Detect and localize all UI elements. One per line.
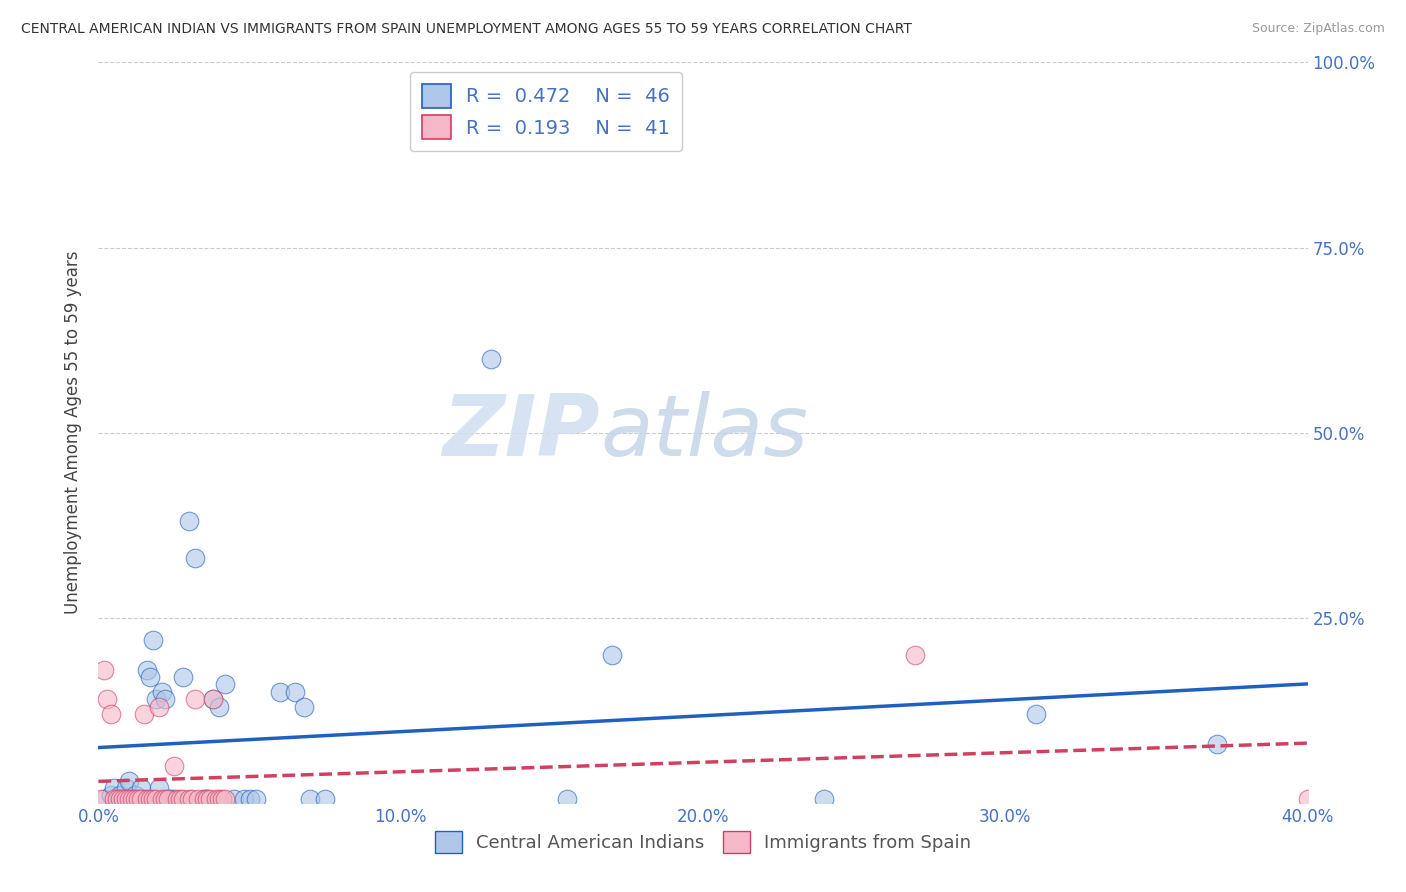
- Point: [1206, 737, 1229, 751]
- Point: [111, 792, 134, 806]
- Point: [184, 692, 207, 706]
- Point: [153, 692, 176, 706]
- Point: [904, 648, 927, 662]
- Point: [163, 758, 186, 772]
- Point: [224, 792, 246, 806]
- Point: [142, 792, 165, 806]
- Point: [179, 792, 201, 806]
- Point: [172, 670, 194, 684]
- Point: [202, 692, 225, 706]
- Point: [245, 792, 267, 806]
- Point: [314, 792, 336, 806]
- Point: [118, 773, 141, 788]
- Point: [103, 780, 125, 795]
- Point: [239, 792, 262, 806]
- Legend: Central American Indians, Immigrants from Spain: Central American Indians, Immigrants fro…: [427, 824, 979, 861]
- Point: [105, 794, 128, 808]
- Point: [93, 663, 115, 677]
- Point: [114, 792, 136, 806]
- Point: [132, 706, 155, 721]
- Point: [105, 792, 128, 806]
- Point: [181, 792, 204, 806]
- Point: [100, 789, 122, 803]
- Point: [148, 699, 170, 714]
- Point: [211, 792, 233, 806]
- Point: [135, 792, 157, 806]
- Text: atlas: atlas: [600, 391, 808, 475]
- Point: [150, 792, 173, 806]
- Point: [813, 792, 835, 806]
- Point: [150, 685, 173, 699]
- Point: [160, 792, 183, 806]
- Point: [163, 792, 186, 806]
- Point: [118, 792, 141, 806]
- Point: [139, 670, 162, 684]
- Point: [555, 792, 578, 806]
- Point: [214, 677, 236, 691]
- Point: [179, 515, 201, 529]
- Point: [135, 663, 157, 677]
- Point: [299, 792, 322, 806]
- Point: [205, 792, 228, 806]
- Point: [108, 792, 131, 806]
- Point: [103, 792, 125, 806]
- Point: [127, 792, 149, 806]
- Text: CENTRAL AMERICAN INDIAN VS IMMIGRANTS FROM SPAIN UNEMPLOYMENT AMONG AGES 55 TO 5: CENTRAL AMERICAN INDIAN VS IMMIGRANTS FR…: [21, 22, 912, 37]
- Point: [148, 780, 170, 795]
- Point: [156, 792, 179, 806]
- Point: [602, 648, 624, 662]
- Point: [200, 792, 222, 806]
- Text: ZIP: ZIP: [443, 391, 600, 475]
- Point: [292, 699, 315, 714]
- Point: [114, 780, 136, 795]
- Point: [129, 780, 152, 795]
- Point: [202, 692, 225, 706]
- Point: [208, 699, 231, 714]
- Point: [153, 792, 176, 806]
- Point: [214, 792, 236, 806]
- Point: [132, 792, 155, 806]
- Point: [139, 792, 162, 806]
- Point: [145, 792, 167, 806]
- Point: [193, 792, 215, 806]
- Point: [121, 792, 143, 806]
- Point: [1296, 792, 1319, 806]
- Point: [481, 351, 503, 366]
- Text: Source: ZipAtlas.com: Source: ZipAtlas.com: [1251, 22, 1385, 36]
- Point: [269, 685, 291, 699]
- Point: [195, 792, 218, 806]
- Point: [208, 792, 231, 806]
- Point: [284, 685, 307, 699]
- Point: [169, 792, 191, 806]
- Point: [127, 792, 149, 806]
- Point: [93, 792, 115, 806]
- Point: [142, 632, 165, 647]
- Point: [124, 789, 146, 803]
- Point: [193, 792, 215, 806]
- Y-axis label: Unemployment Among Ages 55 to 59 years: Unemployment Among Ages 55 to 59 years: [65, 251, 83, 615]
- Point: [111, 792, 134, 806]
- Point: [129, 792, 152, 806]
- Point: [108, 789, 131, 803]
- Point: [187, 792, 209, 806]
- Point: [1024, 706, 1046, 721]
- Point: [96, 692, 118, 706]
- Point: [195, 792, 218, 806]
- Point: [166, 792, 188, 806]
- Point: [100, 706, 122, 721]
- Point: [124, 792, 146, 806]
- Point: [145, 692, 167, 706]
- Point: [184, 551, 207, 566]
- Point: [90, 792, 112, 806]
- Point: [172, 792, 194, 806]
- Point: [156, 792, 179, 806]
- Point: [232, 792, 254, 806]
- Point: [121, 792, 143, 806]
